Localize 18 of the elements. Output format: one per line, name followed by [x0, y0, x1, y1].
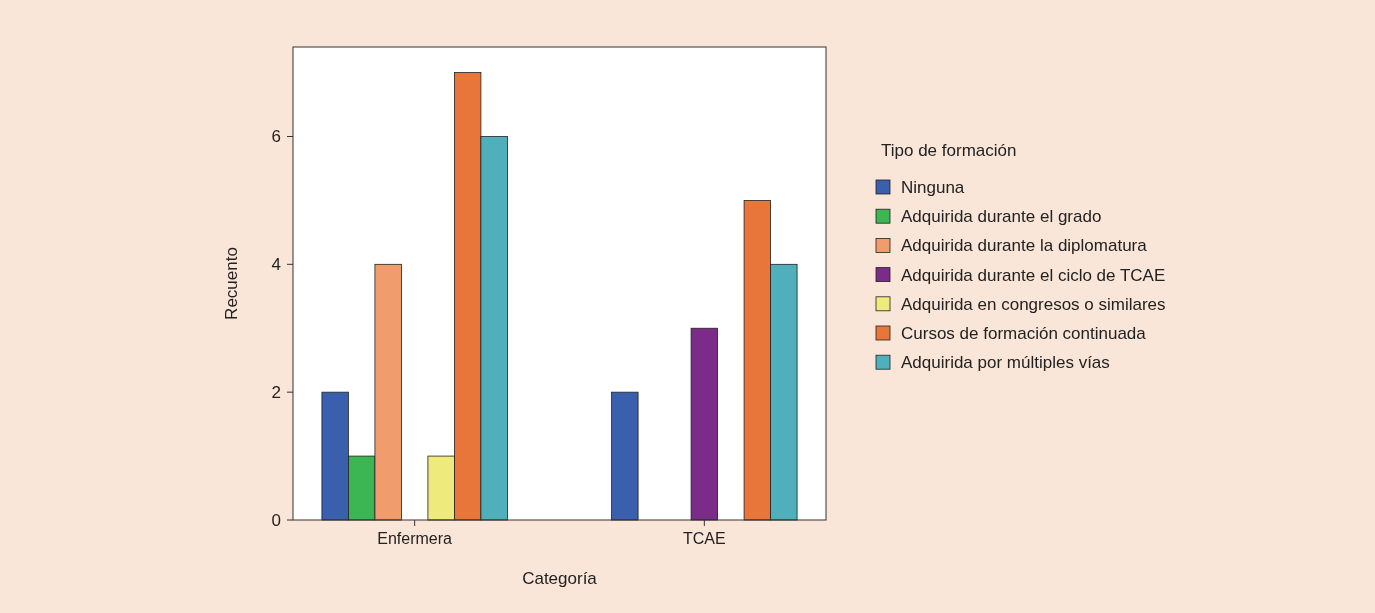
x-axis-title: Categoría	[522, 569, 598, 588]
legend-label: Cursos de formación continuada	[901, 323, 1147, 343]
bar	[611, 391, 639, 521]
legend-label: Adquirida durante la diplomatura	[901, 236, 1148, 256]
legend-label: Adquirida por múltiples vías	[901, 353, 1110, 373]
y-tick-label: 6	[271, 127, 281, 147]
bar	[690, 327, 718, 521]
legend-label: Ninguna	[901, 177, 965, 197]
y-tick-label: 2	[271, 383, 281, 403]
legend-label: Adquirida durante el ciclo de TCAE	[901, 265, 1166, 285]
legend-title: Tipo de formación	[881, 140, 1017, 160]
legend-label: Adquirida en congresos o similares	[901, 294, 1166, 314]
legend-label: Adquirida durante el grado	[901, 207, 1102, 227]
x-tick-label: Enfermera	[377, 530, 453, 547]
y-axis-title: Recuento	[222, 247, 241, 320]
y-tick-label: 0	[271, 510, 281, 530]
x-tick-label: TCAE	[683, 530, 726, 547]
y-tick-label: 4	[271, 255, 281, 275]
